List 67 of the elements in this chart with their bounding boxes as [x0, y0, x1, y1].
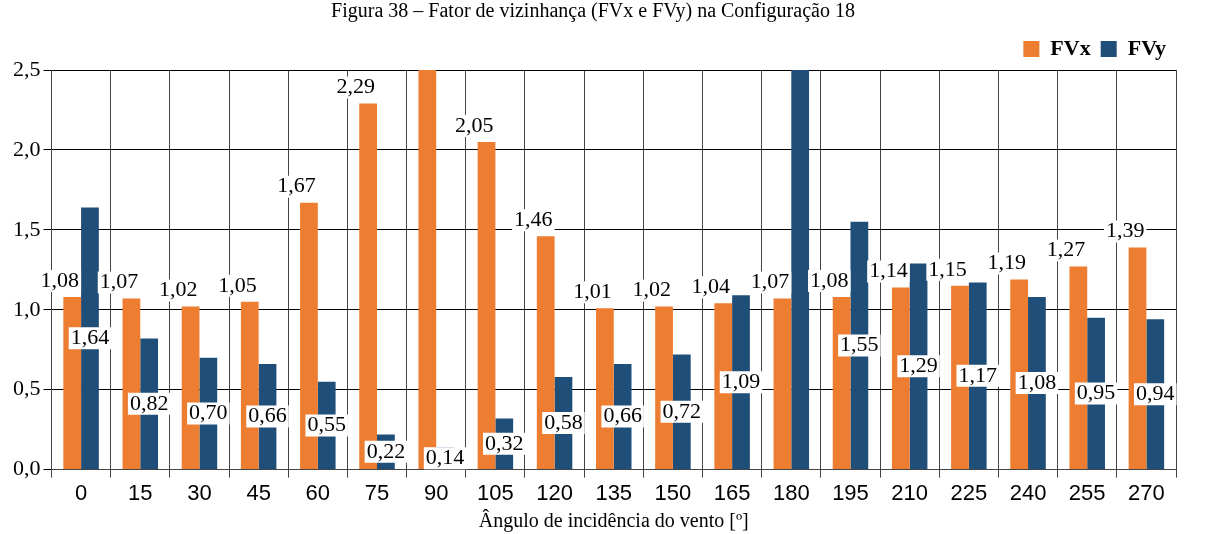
y-tick-label: 2,0 [13, 135, 41, 161]
x-tick-label: 195 [832, 479, 869, 505]
x-axis-title: Ângulo de incidência do vento [º] [478, 509, 749, 533]
x-tick-label: 75 [364, 479, 390, 505]
x-tick-label: 255 [1068, 479, 1106, 505]
data-label: 1,07 [99, 268, 139, 294]
data-label: 1,09 [721, 368, 761, 394]
x-tick-label: 210 [891, 479, 929, 505]
y-tick-label: 1,0 [13, 295, 41, 321]
bar [773, 298, 792, 470]
data-label: 0,14 [425, 443, 465, 469]
y-tick-label: 2,5 [13, 55, 41, 81]
data-label: 2,29 [336, 73, 376, 99]
x-tick-label: 60 [305, 479, 331, 505]
x-tick-label: 120 [536, 479, 573, 505]
data-label: 0,70 [189, 399, 228, 425]
x-tick-label: 45 [246, 479, 271, 505]
x-tick-label: 90 [423, 479, 449, 505]
y-tick-label: 0,5 [13, 375, 41, 401]
data-label: 0,82 [129, 389, 169, 415]
data-label: 1,55 [840, 331, 879, 357]
data-label: 0,72 [662, 397, 702, 423]
data-label: 1,02 [632, 276, 671, 302]
x-tick-label: 150 [654, 479, 692, 505]
data-label: 0,95 [1076, 379, 1116, 405]
x-tick-label: 135 [595, 479, 633, 505]
x-tick-label: 30 [187, 479, 212, 505]
data-label: 1,02 [158, 276, 198, 302]
data-label: 1,29 [899, 352, 938, 378]
x-tick-label: 240 [1009, 479, 1047, 505]
data-label: 1,08 [1017, 368, 1057, 394]
data-label: 1,04 [691, 273, 731, 299]
data-label: 1,46 [514, 206, 553, 232]
legend-label: FVx [1050, 34, 1091, 60]
x-tick-label: 225 [950, 479, 988, 505]
y-tick-label: 0,0 [13, 455, 41, 481]
x-tick-label: 270 [1128, 479, 1165, 505]
data-label: 1,01 [573, 277, 612, 303]
data-label: 1,39 [1105, 217, 1145, 243]
legend-label: FVy [1127, 34, 1167, 60]
data-label: 1,19 [987, 249, 1027, 275]
x-tick-label: 105 [477, 479, 514, 505]
data-label: 0,55 [307, 411, 346, 437]
data-label: 1,67 [277, 172, 316, 198]
bar [791, 70, 810, 470]
chart-title: Figura 38 – Fator de vizinhança (FVx e FVy) na Configuração 18 [331, 0, 855, 23]
data-label: 2,05 [454, 111, 494, 137]
data-label: 1,15 [928, 255, 967, 281]
data-label: 0,66 [603, 402, 642, 428]
data-label: 1,08 [40, 266, 80, 292]
data-label: 1,64 [70, 324, 110, 350]
data-label: 1,14 [869, 257, 908, 283]
data-label: 0,66 [248, 402, 287, 428]
data-label: 0,58 [544, 408, 583, 434]
data-label: 1,07 [750, 268, 790, 294]
data-label: 1,05 [218, 271, 257, 297]
x-tick-label: 180 [772, 479, 810, 505]
x-tick-label: 0 [74, 479, 88, 505]
data-label: 0,32 [485, 429, 524, 455]
data-label: 1,27 [1046, 236, 1086, 262]
data-label: 0,22 [366, 437, 406, 463]
x-tick-label: 15 [128, 479, 153, 505]
data-label: 0,94 [1136, 380, 1175, 406]
data-label: 1,08 [809, 266, 849, 292]
x-tick-label: 165 [713, 479, 751, 505]
data-label: 1,17 [958, 361, 997, 387]
y-tick-label: 1,5 [13, 215, 41, 241]
